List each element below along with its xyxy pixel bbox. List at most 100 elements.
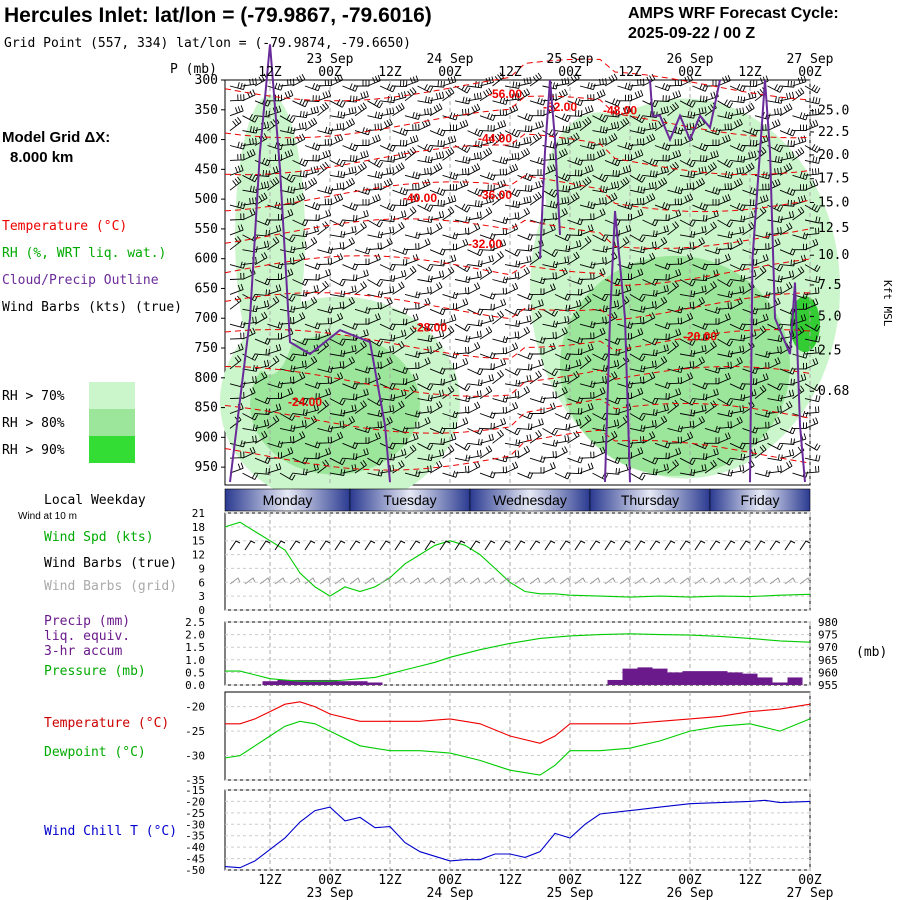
wind-barb	[717, 253, 731, 266]
wind-barb	[567, 240, 582, 251]
wind-barb	[467, 188, 484, 197]
wind-barb	[742, 150, 757, 161]
wind-barb	[654, 344, 669, 355]
wind-barb	[629, 78, 645, 87]
wind-barb	[554, 233, 571, 242]
wind-barb	[529, 120, 544, 132]
wind-barb	[629, 294, 646, 302]
precip-bar	[277, 679, 293, 685]
wind-barb	[279, 376, 295, 385]
wind-barb	[517, 267, 530, 280]
wind-barb	[579, 105, 594, 117]
wind-barb	[392, 91, 407, 102]
top-date-label: 23 Sep	[307, 52, 354, 67]
wind-barb	[579, 94, 595, 102]
isotherm-label: -40.00	[403, 191, 437, 205]
wind-barb	[654, 415, 668, 429]
wind-barb	[642, 431, 656, 444]
precip-label: Precip (mm)	[44, 614, 130, 629]
wind-barb	[454, 84, 471, 94]
wind-barb	[592, 268, 606, 280]
wind-barb	[479, 147, 493, 161]
wind-barb	[642, 110, 658, 119]
wind-barb	[667, 221, 679, 236]
wind-barb	[292, 468, 308, 476]
wind-barb	[542, 188, 558, 198]
surface-wind-barb-grid	[409, 577, 421, 585]
wind-barb	[404, 183, 420, 191]
wind-barb	[704, 162, 717, 176]
isotherm-label: -24.00	[288, 395, 322, 409]
surface-wind-barb-grid	[559, 577, 571, 585]
wind-barb	[667, 257, 682, 266]
isotherms: -56.00-52.00 -48.00-44.00-40.00 -36.00-32.…	[224, 58, 811, 471]
wind-barb	[392, 221, 405, 236]
wind-barb	[442, 445, 455, 459]
wind-barb	[604, 73, 618, 87]
panel-temperature: -20 -25 -30 -35	[185, 691, 811, 787]
wind-barb	[729, 202, 746, 212]
wind-barb	[604, 169, 620, 177]
wind-barb	[542, 391, 557, 400]
wind-barb	[379, 286, 395, 295]
cloud-outline	[604, 210, 631, 483]
wind-barb	[804, 227, 820, 236]
bottom-time-label: 12Z	[618, 873, 642, 888]
wind-barb	[404, 87, 417, 102]
wind-barb	[467, 92, 482, 102]
wind-barb	[517, 326, 530, 340]
wind-barb	[329, 193, 344, 206]
wind-barb	[492, 358, 507, 370]
y-tick-label: -35	[185, 774, 205, 787]
page-title: Hercules Inlet: lat/lon = (-79.9867, -79…	[4, 4, 432, 27]
wind-barb	[604, 456, 621, 465]
precip-bar	[697, 671, 713, 685]
bottom-time-label: 00Z	[798, 873, 822, 888]
wind-barb	[492, 191, 504, 206]
wind-barb	[642, 252, 656, 265]
wind-barb	[604, 98, 621, 107]
wind-barb	[304, 154, 320, 162]
wind-barb	[417, 167, 432, 176]
wind-barb	[804, 323, 821, 332]
wind-barb	[292, 110, 308, 119]
wind-barb	[417, 383, 434, 391]
wind-barb	[679, 372, 694, 385]
wind-barb	[517, 196, 532, 206]
wind-barb	[404, 146, 417, 161]
wind-barb	[479, 433, 494, 444]
wind-barb	[617, 224, 632, 236]
surface-wind-barb	[619, 540, 631, 551]
legend-wind: Wind Barbs (kts) (true)	[2, 300, 182, 315]
wind-barb	[467, 81, 483, 89]
pressure-tick-label: 800	[195, 371, 218, 386]
wind-barb	[254, 337, 271, 345]
wind-barbs-grid-label: Wind Barbs (grid)	[44, 579, 177, 594]
bottom-time-label: 12Z	[498, 873, 522, 888]
wind-barb	[367, 74, 381, 87]
wind-barb	[767, 143, 784, 153]
legend-rh70-label: RH > 70%	[2, 389, 65, 404]
legend-rh90-swatch	[89, 436, 135, 463]
wind-barb	[792, 184, 807, 191]
wind-barb	[279, 257, 295, 266]
wind-barb	[479, 124, 495, 132]
surface-wind-barb	[664, 540, 676, 551]
wind-barb	[254, 181, 270, 191]
wind-barb	[554, 245, 571, 253]
wind-barb	[705, 139, 720, 146]
surface-wind-barb-grid	[469, 577, 481, 585]
wind-barb	[629, 173, 646, 183]
surface-wind-barb-grid	[514, 577, 526, 585]
wind-barb	[242, 387, 256, 400]
wind-barb	[729, 143, 746, 152]
wind-barb	[679, 338, 696, 346]
isotherm-label: -32.00	[468, 237, 502, 251]
wind-barb	[717, 421, 732, 429]
wind-barb	[354, 388, 369, 400]
wind-barb	[254, 252, 268, 265]
surface-wind-barb-grid	[634, 577, 646, 585]
wind-barb	[254, 229, 270, 237]
wind-barb	[229, 462, 244, 474]
surface-wind-barb-grid	[694, 577, 706, 585]
